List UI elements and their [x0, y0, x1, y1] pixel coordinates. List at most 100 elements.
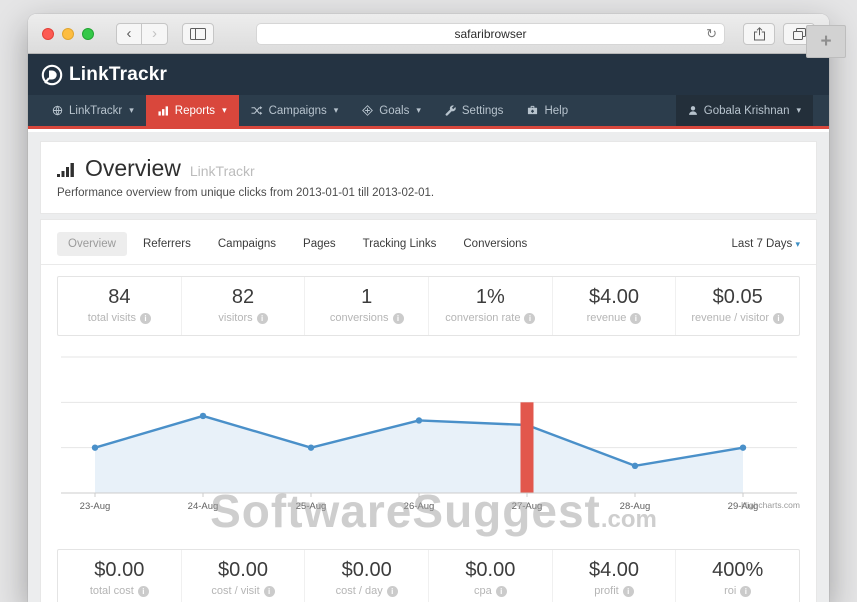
- new-tab-button[interactable]: +: [806, 25, 846, 58]
- share-icon: [753, 26, 765, 40]
- stat-visitors: 82 visitors i: [180, 277, 305, 335]
- linktrackr-logo-icon: [41, 64, 63, 85]
- nav-item-label: Campaigns: [268, 104, 327, 117]
- history-nav-buttons: ‹ ›: [116, 22, 168, 45]
- stat-revenue-visitor: $0.05 revenue / visitor i: [675, 277, 799, 335]
- nav-item-label: Reports: [174, 104, 216, 117]
- nav-item-label: LinkTrackr: [69, 104, 123, 117]
- nav-item-linktrackr[interactable]: LinkTrackr ▾: [40, 95, 146, 126]
- stat-profit: $4.00 profit i: [551, 550, 676, 602]
- info-icon[interactable]: i: [392, 312, 404, 324]
- svg-text:29-Aug: 29-Aug: [728, 501, 759, 512]
- info-icon[interactable]: i: [263, 585, 275, 597]
- nav-item-label: Goals: [379, 104, 410, 117]
- page-title: Overview: [85, 155, 181, 181]
- window-controls: [42, 27, 94, 40]
- caret-down-icon: ▾: [796, 105, 801, 115]
- info-icon[interactable]: i: [256, 312, 268, 324]
- tab-overview[interactable]: Overview: [57, 232, 127, 256]
- caret-down-icon: ▾: [222, 105, 227, 115]
- close-window-button[interactable]: [42, 27, 54, 40]
- nav-item-settings[interactable]: Settings: [433, 95, 516, 126]
- tab-pages[interactable]: Pages: [303, 238, 336, 250]
- overview-chart-svg[interactable]: 23-Aug 24-Aug 25-Aug 26-Aug 27-Aug 28-Aug 29-A…: [51, 342, 807, 518]
- report-panel: Overview Referrers Campaigns Pages Track…: [40, 219, 817, 602]
- back-button[interactable]: ‹: [116, 22, 142, 45]
- tab-tracking-links[interactable]: Tracking Links: [362, 238, 437, 250]
- forward-button[interactable]: ›: [142, 22, 168, 45]
- nav-item-reports[interactable]: Reports ▾: [145, 95, 239, 126]
- goals-icon: [362, 105, 374, 116]
- page-header-panel: Overview LinkTrackr Performance overview…: [40, 141, 817, 214]
- user-name: Gobala Krishnan: [703, 104, 790, 117]
- caret-down-icon: ▾: [333, 105, 339, 115]
- info-icon[interactable]: i: [740, 585, 752, 597]
- stat-conversions: 1 conversions i: [304, 277, 428, 335]
- sidebar-icon: [190, 27, 206, 40]
- sidebar-toggle-button[interactable]: [182, 22, 214, 45]
- highcharts-credits[interactable]: Highcharts.com: [740, 500, 800, 510]
- tab-conversions[interactable]: Conversions: [463, 238, 528, 250]
- info-icon[interactable]: i: [139, 312, 151, 324]
- nav-item-help[interactable]: Help: [515, 95, 580, 126]
- browser-titlebar: ‹ › safaribrowser ↻ +: [28, 14, 846, 58]
- app-header: LinkTrackr: [28, 54, 829, 95]
- user-menu[interactable]: Gobala Krishnan ▾: [675, 95, 813, 126]
- svg-text:23-Aug: 23-Aug: [80, 501, 111, 512]
- svg-text:24-Aug: 24-Aug: [188, 501, 219, 512]
- top-stats-panel: 84 total visits i 82 visitors i 1 conversions…: [57, 276, 800, 336]
- reload-button[interactable]: ↻: [706, 25, 717, 41]
- caret-down-icon: ▾: [416, 105, 421, 115]
- minimize-window-button[interactable]: [62, 27, 74, 40]
- zoom-window-button[interactable]: [82, 27, 94, 40]
- bar-chart-icon: [158, 105, 169, 116]
- info-icon[interactable]: i: [773, 312, 785, 324]
- bottom-stats-panel: $0.00 total cost i $0.00 cost / visit i $0.0…: [57, 549, 800, 602]
- svg-text:27-Aug: 27-Aug: [512, 501, 543, 512]
- nav-item-label: Help: [544, 104, 569, 117]
- stat-revenue: $4.00 revenue i: [551, 277, 676, 335]
- nav-item-campaigns[interactable]: Campaigns ▾: [239, 95, 351, 126]
- caret-down-icon: ▾: [129, 105, 134, 115]
- date-range-select[interactable]: Last 7 Days ▾: [732, 238, 800, 250]
- stat-total-cost: $0.00 total cost i: [58, 550, 181, 602]
- stat-cpa: $0.00 cpa i: [428, 550, 552, 602]
- overview-chart[interactable]: 23-Aug 24-Aug 25-Aug 26-Aug 27-Aug 28-Aug 29-A…: [51, 342, 816, 538]
- info-icon[interactable]: i: [524, 312, 536, 324]
- stat-total-visits: 84 total visits i: [58, 277, 181, 335]
- page-title-suffix: LinkTrackr: [189, 163, 255, 179]
- page-description: Performance overview from unique clicks …: [57, 187, 435, 199]
- tab-referrers[interactable]: Referrers: [142, 238, 191, 250]
- brand-name: LinkTrackr: [69, 63, 168, 85]
- info-icon[interactable]: i: [495, 585, 507, 597]
- svg-text:26-Aug: 26-Aug: [404, 501, 435, 512]
- shuffle-icon: [251, 105, 263, 116]
- nav-item-goals[interactable]: Goals ▾: [350, 95, 433, 126]
- wrench-icon: [445, 105, 456, 116]
- help-kit-icon: [527, 105, 538, 116]
- linktrackr-logo[interactable]: LinkTrackr: [41, 64, 167, 86]
- svg-text:25-Aug: 25-Aug: [296, 501, 327, 512]
- app-nav: LinkTrackr ▾ Reports ▾ Campaigns ▾ Goals…: [28, 95, 829, 129]
- info-icon[interactable]: i: [137, 585, 149, 597]
- info-icon[interactable]: i: [386, 585, 398, 597]
- globe-icon: [52, 105, 63, 116]
- user-icon: [688, 105, 698, 116]
- stat-roi: 400% roi i: [675, 550, 799, 602]
- svg-text:28-Aug: 28-Aug: [620, 501, 651, 512]
- report-tabs: Overview Referrers Campaigns Pages Track…: [41, 220, 816, 265]
- tab-campaigns[interactable]: Campaigns: [217, 238, 277, 250]
- overview-bars-icon: [57, 163, 74, 177]
- tabs-icon: [792, 27, 806, 40]
- stat-conversion-rate: 1% conversion rate i: [428, 277, 552, 335]
- date-range-label: Last 7 Days: [731, 238, 793, 250]
- info-icon[interactable]: i: [630, 312, 642, 324]
- share-button[interactable]: [743, 22, 775, 45]
- nav-item-label: Settings: [461, 104, 504, 117]
- stat-cost-visit: $0.00 cost / visit i: [180, 550, 305, 602]
- caret-down-icon: ▾: [795, 239, 800, 249]
- stat-cost-day: $0.00 cost / day i: [304, 550, 428, 602]
- page-content: Overview LinkTrackr Performance overview…: [28, 132, 829, 602]
- info-icon[interactable]: i: [622, 585, 634, 597]
- address-bar[interactable]: safaribrowser ↻: [256, 22, 725, 45]
